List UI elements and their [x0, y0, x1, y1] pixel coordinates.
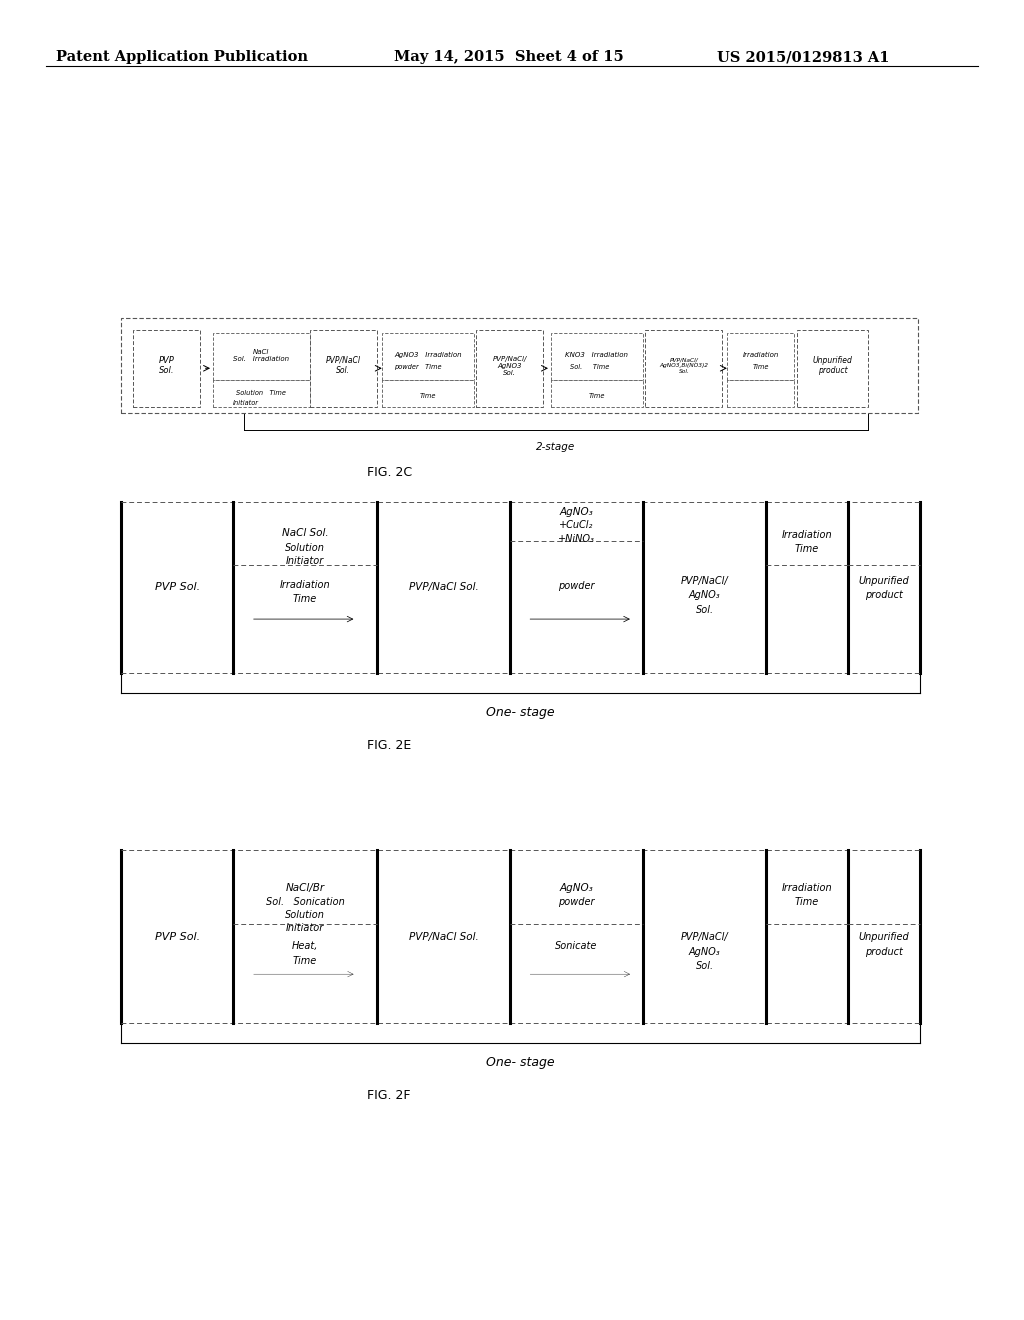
Text: Sol.     Time: Sol. Time — [570, 364, 609, 370]
Text: Time: Time — [293, 594, 317, 605]
Bar — [382, 333, 474, 380]
Text: Heat,: Heat, — [292, 941, 318, 952]
Text: Sol.: Sol. — [695, 605, 714, 615]
Text: May 14, 2015  Sheet 4 of 15: May 14, 2015 Sheet 4 of 15 — [394, 50, 624, 65]
Bar — [551, 380, 643, 407]
Text: 2-stage: 2-stage — [537, 442, 575, 453]
Text: +NiNO₃: +NiNO₃ — [558, 533, 595, 544]
Text: AgNO₃: AgNO₃ — [560, 883, 593, 894]
Text: AgNO3   Irradiation: AgNO3 Irradiation — [394, 352, 462, 358]
Text: NaCl/Br: NaCl/Br — [286, 883, 325, 894]
Text: product: product — [865, 946, 902, 957]
Text: AgNO₃: AgNO₃ — [689, 590, 720, 601]
Text: +CuCl₂: +CuCl₂ — [559, 520, 594, 531]
Text: Sol.: Sol. — [695, 961, 714, 972]
Bar — [133, 330, 200, 407]
Text: Initiator: Initiator — [286, 556, 325, 566]
Text: Irradiation: Irradiation — [742, 352, 779, 358]
Text: Solution: Solution — [286, 543, 325, 553]
Text: Time: Time — [795, 544, 819, 554]
Text: FIG. 2C: FIG. 2C — [367, 466, 412, 479]
Text: FIG. 2E: FIG. 2E — [367, 739, 412, 752]
Text: US 2015/0129813 A1: US 2015/0129813 A1 — [717, 50, 889, 65]
Text: powder: powder — [558, 581, 595, 591]
Bar — [121, 318, 918, 413]
Text: PVP/NaCl/
AgNO3
Sol.: PVP/NaCl/ AgNO3 Sol. — [493, 355, 527, 376]
Text: Sol.   Sonication: Sol. Sonication — [266, 896, 344, 907]
Text: AgNO₃: AgNO₃ — [560, 507, 593, 517]
Text: Time: Time — [589, 393, 605, 399]
Text: Initiator: Initiator — [232, 400, 259, 405]
Text: KNO3   Irradiation: KNO3 Irradiation — [565, 352, 629, 358]
Bar — [551, 333, 643, 380]
Text: NaCl Sol.: NaCl Sol. — [282, 528, 329, 539]
Text: Time: Time — [753, 364, 769, 370]
Bar — [213, 333, 310, 380]
Text: Patent Application Publication: Patent Application Publication — [56, 50, 308, 65]
Text: PVP/NaCl Sol.: PVP/NaCl Sol. — [409, 582, 478, 593]
Text: NaCl
Sol.   Irradiation: NaCl Sol. Irradiation — [233, 348, 289, 362]
Text: powder   Time: powder Time — [394, 364, 441, 370]
Text: One- stage: One- stage — [485, 706, 555, 719]
Text: powder: powder — [558, 896, 595, 907]
Text: PVP/NaCl/
AgNO3,Bi(NO3)2
Sol.: PVP/NaCl/ AgNO3,Bi(NO3)2 Sol. — [659, 358, 709, 374]
Bar — [382, 380, 474, 407]
Text: PVP
Sol.: PVP Sol. — [159, 356, 175, 375]
Text: Sonicate: Sonicate — [555, 941, 598, 952]
Text: PVP/NaCl
Sol.: PVP/NaCl Sol. — [326, 356, 360, 375]
Text: Time: Time — [795, 896, 819, 907]
Text: Solution   Time: Solution Time — [237, 391, 286, 396]
Text: Unpurified: Unpurified — [858, 576, 909, 586]
Bar — [727, 380, 794, 407]
Text: PVP/NaCl/: PVP/NaCl/ — [681, 576, 728, 586]
Text: Unpurified
product: Unpurified product — [813, 356, 852, 375]
Bar — [727, 333, 794, 380]
Text: Irradiation: Irradiation — [781, 883, 833, 894]
Text: One- stage: One- stage — [485, 1056, 555, 1069]
Text: AgNO₃: AgNO₃ — [689, 946, 720, 957]
Text: PVP/NaCl Sol.: PVP/NaCl Sol. — [409, 932, 478, 941]
Text: Solution: Solution — [286, 909, 325, 920]
Text: product: product — [865, 590, 902, 601]
Text: FIG. 2F: FIG. 2F — [368, 1089, 411, 1102]
Text: Time: Time — [420, 393, 436, 399]
Bar — [797, 330, 868, 407]
Text: Time: Time — [293, 956, 317, 966]
Text: Irradiation: Irradiation — [781, 529, 833, 540]
Text: PVP Sol.: PVP Sol. — [155, 932, 200, 941]
Text: PVP/NaCl/: PVP/NaCl/ — [681, 932, 728, 942]
Text: Irradiation: Irradiation — [280, 579, 331, 590]
Text: Unpurified: Unpurified — [858, 932, 909, 942]
Text: Initiator: Initiator — [286, 923, 325, 933]
Text: PVP Sol.: PVP Sol. — [155, 582, 200, 593]
Bar — [645, 330, 722, 407]
Bar — [213, 380, 310, 407]
Bar — [310, 330, 377, 407]
Bar — [476, 330, 543, 407]
